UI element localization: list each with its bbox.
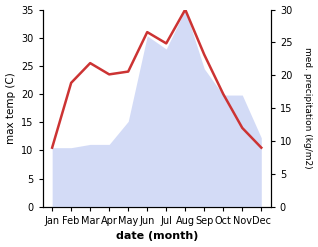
- Y-axis label: med. precipitation (kg/m2): med. precipitation (kg/m2): [303, 47, 313, 169]
- Y-axis label: max temp (C): max temp (C): [5, 72, 16, 144]
- X-axis label: date (month): date (month): [115, 231, 198, 242]
